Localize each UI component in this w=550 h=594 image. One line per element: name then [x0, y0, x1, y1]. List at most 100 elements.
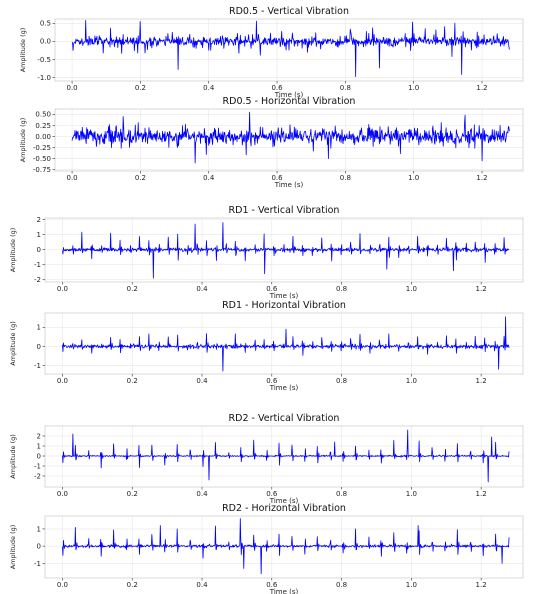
y-tick-label: 2: [37, 216, 41, 224]
signal-line: [71, 20, 510, 78]
x-tick-label: 0.8: [340, 174, 351, 182]
x-tick-label: 0.6: [266, 490, 278, 498]
x-tick-label: 1.0: [406, 377, 417, 385]
x-tick-label: 0.4: [196, 490, 208, 498]
x-tick-label: 0.2: [127, 581, 138, 589]
x-axis-label: Time (s): [274, 91, 304, 99]
plot-frame: [44, 217, 524, 283]
x-axis-label: Time (s): [269, 497, 299, 505]
panel-title: RD1 - Vertical Vibration: [229, 205, 340, 216]
y-tick-label: 0: [37, 343, 41, 351]
x-tick-label: 1.2: [476, 490, 487, 498]
x-axis-label: Time (s): [269, 384, 299, 392]
y-tick-label: 0.0: [40, 38, 51, 46]
y-tick-label: -1.0: [37, 74, 51, 82]
panel-title: RD0.5 - Horizontal Vibration: [223, 96, 356, 107]
x-tick-label: 1.2: [476, 174, 487, 182]
x-tick-label: 1.2: [476, 84, 487, 92]
y-tick-label: 1: [37, 525, 41, 533]
x-tick-label: 0.6: [266, 581, 278, 589]
x-axis-label: Time (s): [269, 588, 299, 594]
y-tick-label: 0: [37, 246, 41, 254]
y-tick-label: 1: [37, 442, 41, 450]
x-tick-label: 0.4: [203, 84, 215, 92]
y-tick-label: 0.25: [35, 122, 51, 130]
x-tick-label: 0.8: [336, 581, 347, 589]
panel-title: RD2 - Vertical Vibration: [229, 413, 340, 424]
x-tick-label: 0.8: [340, 84, 351, 92]
y-tick-label: -0.25: [33, 144, 51, 152]
x-tick-label: 0.0: [57, 285, 68, 293]
panel-4: 0.0 0.2 0.4 0.6 0.8 1.0 1.2 1 0 -1 RD1 - Horizonta…: [9, 300, 524, 392]
x-tick-label: 0.2: [127, 285, 138, 293]
y-tick-label: 0.50: [35, 111, 51, 119]
x-tick-label: 0.2: [135, 84, 146, 92]
y-axis-label: Amplitude (g): [9, 321, 17, 366]
plot-frame: [54, 18, 524, 82]
y-axis-label: Amplitude (g): [9, 228, 17, 273]
y-tick-label: -2: [34, 472, 41, 480]
y-axis-label: Amplitude (g): [19, 118, 27, 163]
y-tick-label: -0.50: [33, 155, 51, 163]
y-tick-label: -1: [34, 462, 41, 470]
y-axis-label: Amplitude (g): [9, 434, 17, 479]
panel-3: 0.0 0.2 0.4 0.6 0.8 1.0 1.2 2 1 0 -1 -2 RD1 - Vertic…: [9, 205, 524, 300]
y-tick-label: -0.75: [33, 166, 51, 174]
x-tick-label: 0.6: [266, 285, 278, 293]
panel-2: 0.0 0.2 0.4 0.6 0.8 1.0 1.2 0.50 0.25 0.00 -0.25 -0…: [19, 96, 524, 189]
panel-5: 0.0 0.2 0.4 0.6 0.8 1.0 1.2 2 1 0 -1 -2 RD2 - Vertic…: [9, 413, 524, 505]
x-tick-label: 0.8: [336, 285, 347, 293]
signal-line: [71, 111, 510, 164]
x-tick-label: 1.2: [476, 377, 487, 385]
x-tick-label: 0.2: [127, 377, 138, 385]
y-tick-label: 1: [37, 324, 41, 332]
plot-frame: [44, 425, 524, 488]
x-tick-label: 0.4: [196, 285, 208, 293]
plot-frame: [44, 515, 524, 579]
x-tick-label: 0.6: [271, 84, 283, 92]
x-tick-label: 0.0: [57, 581, 68, 589]
x-tick-label: 1.0: [408, 84, 419, 92]
y-tick-label: 0.5: [40, 20, 51, 28]
x-tick-label: 1.2: [476, 581, 487, 589]
y-axis-label: Amplitude (g): [9, 525, 17, 570]
x-tick-label: 0.0: [67, 174, 78, 182]
x-tick-label: 0.2: [135, 174, 146, 182]
x-tick-label: 0.2: [127, 490, 138, 498]
x-tick-label: 0.0: [57, 377, 68, 385]
plot-frame: [44, 312, 524, 375]
y-tick-label: -2: [34, 276, 41, 284]
x-tick-label: 0.8: [336, 490, 347, 498]
x-axis-label: Time (s): [269, 292, 299, 300]
y-axis-label: Amplitude (g): [19, 28, 27, 73]
x-tick-label: 1.0: [408, 174, 419, 182]
x-tick-label: 0.4: [203, 174, 215, 182]
x-tick-label: 0.4: [196, 377, 208, 385]
panel-1: 0.0 0.2 0.4 0.6 0.8 1.0 1.2 0.5 0.0 -0.5 -1.0 RD0.5…: [19, 6, 524, 99]
y-tick-label: 0: [37, 452, 41, 460]
panel-title: RD0.5 - Vertical Vibration: [229, 6, 349, 17]
y-tick-label: 0: [37, 543, 41, 551]
x-tick-label: 1.2: [476, 285, 487, 293]
panel-title: RD2 - Horizontal Vibration: [222, 503, 346, 514]
y-tick-label: -1: [34, 362, 41, 370]
y-tick-label: 1: [37, 231, 41, 239]
y-tick-label: 0.00: [35, 133, 51, 141]
x-tick-label: 1.0: [406, 285, 417, 293]
y-tick-label: -1: [34, 261, 41, 269]
signal-line: [62, 222, 510, 279]
y-tick-label: -1: [34, 560, 41, 568]
x-tick-label: 1.0: [406, 581, 417, 589]
x-tick-label: 0.0: [57, 490, 68, 498]
x-tick-label: 0.4: [196, 581, 208, 589]
panel-6: 0.0 0.2 0.4 0.6 0.8 1.0 1.2 1 0 -1 RD2 - Horizonta…: [9, 503, 524, 594]
signal-line: [62, 518, 510, 575]
y-tick-label: 2: [37, 432, 41, 440]
x-tick-label: 0.6: [266, 377, 278, 385]
x-tick-label: 0.6: [271, 174, 283, 182]
x-tick-label: 1.0: [406, 490, 417, 498]
signal-line: [62, 429, 510, 483]
x-tick-label: 0.8: [336, 377, 347, 385]
panel-title: RD1 - Horizontal Vibration: [222, 300, 346, 311]
